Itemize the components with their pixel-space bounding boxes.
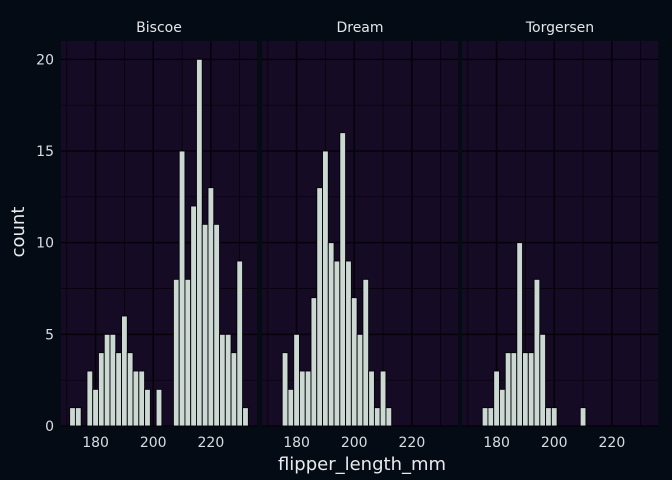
histogram-bar: [178, 150, 186, 427]
y-tick-label: 5: [45, 327, 54, 343]
histogram-bar: [527, 352, 535, 427]
histogram-bar: [493, 370, 500, 427]
x-tick-label: 180: [483, 435, 510, 451]
histogram-bar: [172, 278, 180, 427]
histogram-bar: [539, 333, 547, 427]
histogram-bar: [481, 407, 489, 427]
x-tick-label: 220: [399, 435, 426, 451]
histogram-bar: [287, 388, 295, 427]
histogram-bar: [236, 260, 244, 427]
histogram-bar: [86, 370, 94, 427]
facet-panel-torgersen: Torgersen 180 200 220: [462, 20, 658, 451]
histogram-bar: [373, 407, 381, 427]
y-tick-label: 15: [36, 144, 54, 160]
histogram-bar: [362, 278, 370, 427]
histogram-bar: [522, 352, 529, 427]
x-axis-title: flipper_length_mm: [278, 454, 446, 475]
x-tick-label: 180: [82, 435, 109, 451]
histogram-bar: [504, 352, 512, 427]
facet-strip-label: Dream: [336, 20, 383, 36]
y-axis-title: count: [8, 207, 29, 258]
x-tick-label: 200: [341, 435, 368, 451]
y-tick-label: 0: [45, 419, 54, 435]
histogram-bar: [121, 315, 128, 427]
facet-panel-biscoe: Biscoe 180 200 220: [61, 20, 257, 451]
histogram-bar: [304, 370, 312, 427]
histogram-bar: [356, 333, 364, 427]
histogram-bar: [379, 370, 387, 427]
histogram-bar: [339, 132, 347, 427]
histogram-bar: [545, 407, 552, 427]
y-tick-label: 10: [36, 236, 54, 252]
histogram-bar: [510, 352, 518, 427]
histogram-bar: [103, 333, 111, 427]
x-tick-label: 200: [541, 435, 568, 451]
histogram-bar: [242, 407, 249, 427]
histogram-bar: [327, 242, 335, 427]
histogram-bar: [132, 370, 140, 427]
histogram-bar: [190, 205, 197, 427]
x-tick-label: 220: [198, 435, 225, 451]
histogram-bar: [109, 333, 117, 427]
histogram-bar: [196, 58, 203, 427]
histogram-bar: [333, 260, 341, 427]
histogram-bar: [74, 407, 82, 427]
histogram-bar: [184, 278, 192, 427]
histogram-bar: [207, 187, 215, 427]
x-tick-label: 220: [599, 435, 626, 451]
x-tick-label: 200: [140, 435, 167, 451]
histogram-bar: [316, 187, 323, 427]
histogram-bar: [126, 352, 134, 427]
histogram-bar: [322, 150, 329, 427]
histogram-bar: [345, 260, 352, 427]
histogram-bar: [98, 352, 105, 427]
histogram-bar: [299, 370, 306, 427]
histogram-bar: [155, 388, 163, 427]
histogram-bar: [201, 223, 209, 427]
histogram-bar: [138, 370, 146, 427]
histogram-bar: [310, 297, 318, 427]
histogram-bar: [487, 407, 495, 427]
histogram-bar: [499, 388, 506, 427]
histogram-bar: [550, 407, 558, 427]
histogram-bar: [213, 223, 220, 427]
facet-panel-dream: Dream 180 200 220: [262, 20, 458, 451]
facet-strip-label: Biscoe: [136, 20, 182, 36]
histogram-bar: [368, 370, 375, 427]
panels-layer: Biscoe 180 200 220 Dream 180 200 220 Torgersen 18…: [61, 20, 658, 451]
histogram-bar: [230, 352, 238, 427]
histogram-bar: [281, 352, 289, 427]
histogram-bar: [385, 407, 393, 427]
histogram-bar: [533, 278, 541, 427]
panel-background: [462, 41, 658, 426]
histogram-bar: [224, 333, 232, 427]
y-axis: 0 5 10 15 20: [36, 52, 54, 435]
histogram-bar: [219, 333, 226, 427]
x-tick-label: 180: [283, 435, 310, 451]
histogram-bar: [516, 242, 523, 427]
histogram-bar: [350, 297, 358, 427]
histogram-bar: [293, 333, 300, 427]
facet-strip-label: Torgersen: [525, 20, 594, 36]
histogram-bar: [115, 352, 122, 427]
y-tick-label: 20: [36, 52, 54, 68]
histogram-bar: [579, 407, 587, 427]
histogram-bar: [69, 407, 76, 427]
histogram-bar: [144, 388, 151, 427]
histogram-bar: [92, 388, 99, 427]
